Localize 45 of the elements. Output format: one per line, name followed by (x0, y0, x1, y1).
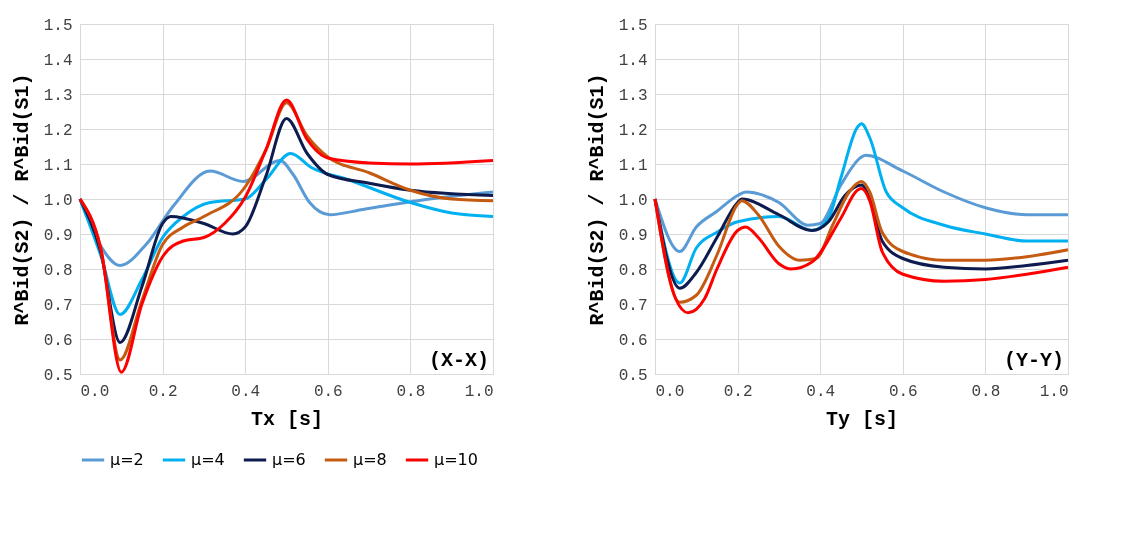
annotation: (Y-Y) (1003, 349, 1064, 372)
x-tick-label: 0.4 (231, 382, 261, 401)
y-tick-label: 0.9 (618, 226, 648, 245)
x-tick-label: 0.2 (148, 382, 178, 401)
y-tick-label: 1.3 (43, 86, 73, 105)
y-tick-label: 1.5 (43, 16, 73, 35)
annotation: (X-X) (428, 349, 489, 372)
y-tick-label: 1.0 (43, 191, 73, 210)
x-tick-label: 0.4 (806, 382, 836, 401)
y-tick-label: 1.5 (618, 16, 648, 35)
y-tick-label: 1.4 (43, 51, 73, 70)
x-tick-label: 1.0 (464, 382, 494, 401)
legend-label: μ=4 (191, 450, 225, 469)
y-tick-label: 0.6 (618, 331, 648, 350)
x-tick-label: 0.8 (396, 382, 426, 401)
y-tick-label: 0.8 (618, 261, 648, 280)
x-tick-label: 0.0 (80, 382, 110, 401)
y-axis-title: R^Bid(S2) / R^Bid(S1) (10, 73, 34, 326)
x-tick-label: 0.2 (723, 382, 753, 401)
y-tick-label: 1.1 (618, 156, 648, 175)
y-tick-label: 0.6 (43, 331, 73, 350)
y-tick-label: 1.2 (618, 121, 648, 140)
legend-label: μ=10 (434, 450, 478, 469)
y-tick-label: 0.7 (43, 296, 73, 315)
legend-label: μ=8 (353, 450, 387, 469)
y-tick-label: 1.4 (618, 51, 648, 70)
x-tick-label: 0.6 (313, 382, 343, 401)
y-tick-label: 0.8 (43, 261, 73, 280)
x-tick-label: 0.8 (971, 382, 1001, 401)
x-tick-label: 1.0 (1039, 382, 1069, 401)
y-tick-label: 0.5 (618, 366, 648, 385)
x-axis-title: Tx [s] (250, 407, 324, 431)
legend-label: μ=2 (110, 450, 144, 469)
legend-label: μ=6 (272, 450, 306, 469)
y-tick-label: 1.1 (43, 156, 73, 175)
y-tick-label: 1.0 (618, 191, 648, 210)
y-tick-label: 0.9 (43, 226, 73, 245)
y-tick-label: 1.3 (618, 86, 648, 105)
y-axis-title: R^Bid(S2) / R^Bid(S1) (585, 73, 609, 326)
x-tick-label: 0.6 (888, 382, 918, 401)
y-tick-label: 0.5 (43, 366, 73, 385)
y-tick-label: 0.7 (618, 296, 648, 315)
x-axis-title: Ty [s] (825, 407, 899, 431)
x-tick-label: 0.0 (655, 382, 685, 401)
y-tick-label: 1.2 (43, 121, 73, 140)
